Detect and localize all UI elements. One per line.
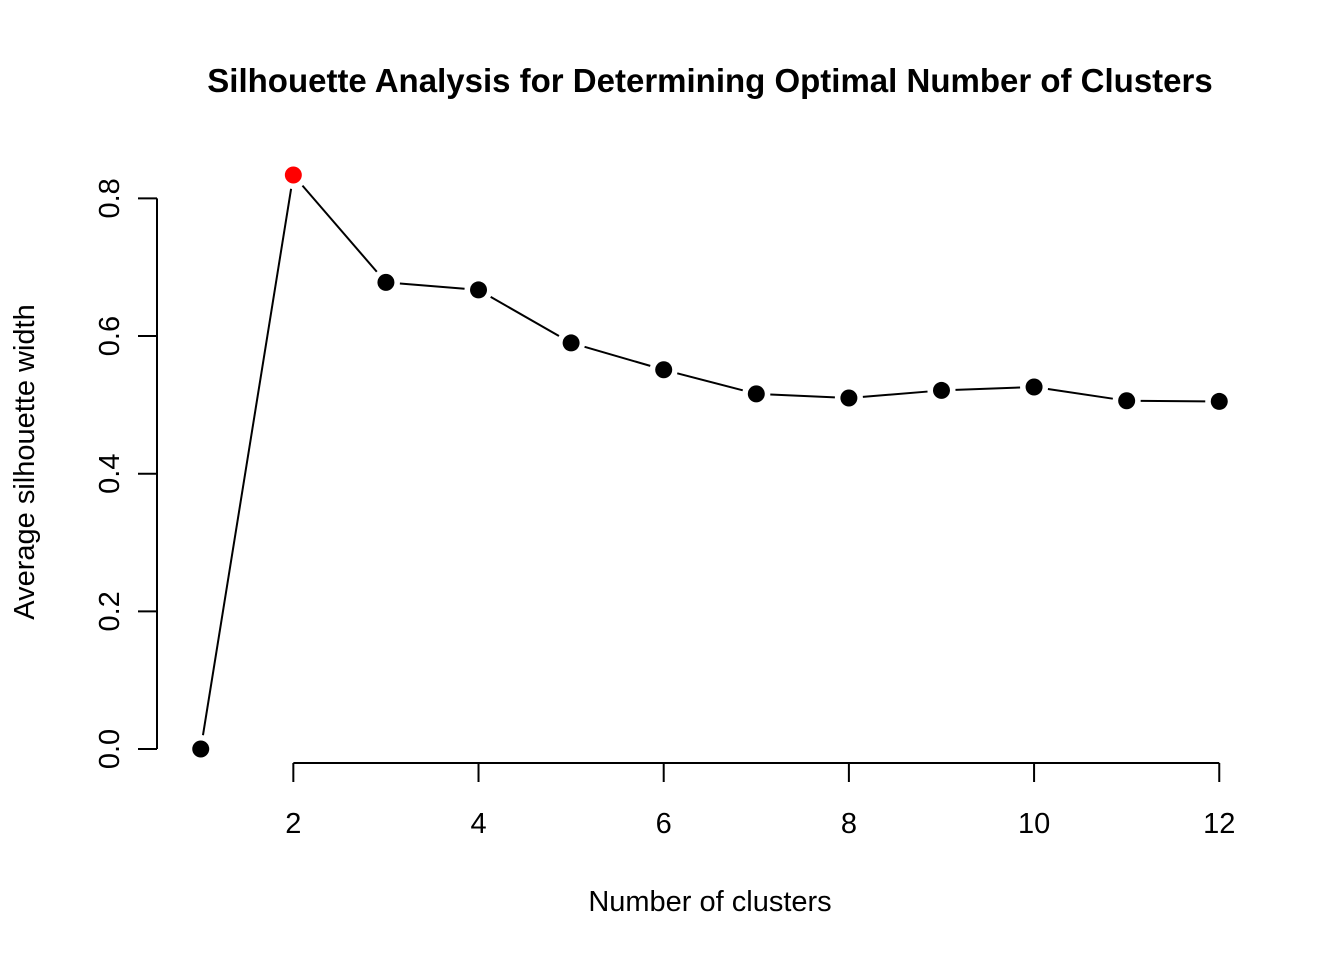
series-segment (770, 393, 835, 399)
chart-title: Silhouette Analysis for Determining Opti… (207, 62, 1212, 99)
series-segment (301, 184, 378, 273)
series-segment (1047, 388, 1113, 400)
x-tick-label: 6 (656, 808, 672, 840)
series-segment (490, 296, 560, 337)
optimal-cluster-point (284, 166, 302, 184)
series-line-group (201, 184, 1206, 736)
y-tick-label: 0.0 (94, 729, 126, 769)
y-axis-label: Average silhouette width (9, 304, 41, 619)
y-tick-label: 0.8 (94, 178, 126, 218)
data-point (747, 385, 765, 403)
data-point (1025, 378, 1043, 396)
data-point (377, 273, 395, 291)
data-point (1210, 392, 1228, 410)
x-tick-label: 12 (1203, 808, 1235, 840)
x-tick-label: 10 (1018, 808, 1050, 840)
y-tick-label: 0.2 (94, 591, 126, 631)
series-segment (862, 390, 928, 398)
series-segment (201, 188, 293, 736)
x-tick-label: 8 (841, 808, 857, 840)
series-segment (584, 345, 651, 367)
series-segment (955, 386, 1021, 391)
series-segment (677, 372, 743, 392)
y-tick-label: 0.6 (94, 316, 126, 356)
data-point (1118, 392, 1136, 410)
data-point (192, 740, 210, 758)
data-point (470, 281, 488, 299)
data-point (840, 389, 858, 407)
series-point-group (192, 166, 1228, 758)
data-point (932, 381, 950, 399)
data-point (655, 361, 673, 379)
x-axis-label: Number of clusters (588, 886, 831, 918)
x-axis: 2 4 6 8 10 12 (285, 762, 1235, 840)
x-tick-label: 2 (285, 808, 301, 840)
data-point (562, 334, 580, 352)
x-tick-label: 4 (470, 808, 486, 840)
y-tick-label: 0.4 (94, 454, 126, 494)
series-segment (399, 282, 465, 290)
y-axis: 0.0 0.2 0.4 0.6 0.8 (94, 178, 158, 769)
